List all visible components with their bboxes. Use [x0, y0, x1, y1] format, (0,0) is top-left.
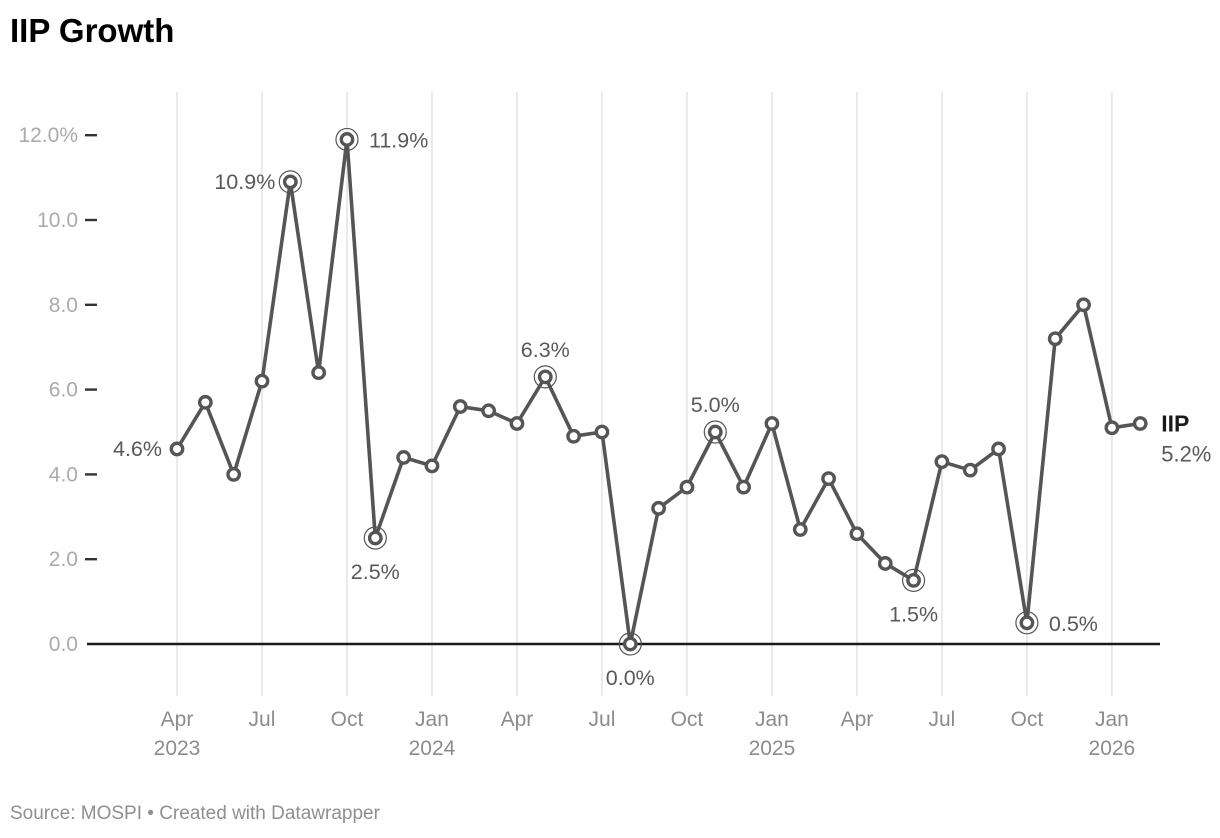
data-point-ring: [335, 127, 359, 152]
data-label: 4.6%: [113, 437, 162, 461]
x-tick-year-label: 2026: [1089, 737, 1136, 760]
data-point-ring: [901, 568, 926, 593]
data-label: 6.3%: [521, 338, 570, 362]
data-point-ring: [278, 170, 302, 194]
data-point-ring: [533, 365, 557, 389]
chart-title: IIP Growth: [10, 12, 175, 49]
x-tick-label: Jan: [1095, 708, 1129, 731]
data-point[interactable]: [396, 450, 412, 465]
series-label: IIP: [1161, 411, 1189, 437]
data-label: 2.5%: [351, 560, 400, 584]
data-point[interactable]: [962, 462, 978, 478]
data-point[interactable]: [282, 174, 298, 190]
data-point[interactable]: [877, 556, 893, 571]
data-point[interactable]: [311, 365, 327, 381]
y-tick-label: 8.0: [49, 294, 78, 317]
data-point[interactable]: [537, 369, 553, 385]
data-label: 5.0%: [691, 393, 740, 417]
data-point[interactable]: [169, 441, 185, 457]
data-point[interactable]: [906, 573, 921, 588]
data-point[interactable]: [622, 636, 638, 652]
data-point[interactable]: [226, 466, 242, 482]
x-tick-label: Apr: [841, 708, 874, 731]
data-label: 11.9%: [369, 128, 428, 152]
data-point[interactable]: [821, 471, 836, 487]
x-tick-label: Oct: [1011, 708, 1044, 731]
x-tick-label: Jan: [755, 708, 789, 731]
data-point[interactable]: [339, 132, 355, 147]
data-point-ring: [618, 632, 642, 656]
data-point[interactable]: [1104, 420, 1120, 436]
data-point[interactable]: [707, 424, 723, 440]
data-point[interactable]: [679, 479, 695, 495]
y-tick-label: 12.0%: [18, 124, 78, 147]
data-point[interactable]: [1132, 416, 1148, 431]
data-point-ring: [703, 420, 727, 444]
y-tick-label: 4.0: [49, 463, 78, 486]
x-tick-label: Apr: [501, 708, 534, 731]
data-point[interactable]: [481, 403, 497, 419]
data-point[interactable]: [594, 424, 610, 440]
data-point[interactable]: [197, 394, 213, 410]
trend-line: [175, 137, 1142, 646]
source-note: Source: MOSPI • Created with Datawrapper: [10, 803, 380, 824]
iip-growth-line-chart: 12.0% 10.0 8.0 6.0 4.0 2.0 0.0 4.6% 10.9% 11.9% 2.…: [18, 92, 1211, 760]
x-tick-label: Jan: [415, 708, 449, 731]
x-tick-year-label: 2024: [409, 737, 456, 760]
x-tick-label: Oct: [671, 708, 704, 731]
data-point[interactable]: [651, 500, 667, 516]
x-tick-label: Jul: [589, 708, 616, 731]
data-point[interactable]: [452, 399, 468, 414]
data-point[interactable]: [764, 416, 780, 431]
data-point[interactable]: [424, 458, 440, 474]
x-tick-label: Oct: [331, 708, 364, 731]
data-label: 0.5%: [1049, 612, 1098, 636]
x-tick-label: Apr: [161, 708, 194, 731]
data-point-ring: [1015, 611, 1039, 635]
y-tick-label: 6.0: [49, 379, 78, 402]
x-tick-label: Jul: [928, 708, 955, 731]
data-point[interactable]: [566, 428, 582, 444]
data-point[interactable]: [934, 454, 950, 470]
y-tick-label: 0.0: [49, 633, 78, 656]
data-point[interactable]: [509, 416, 525, 431]
x-tick-label: Jul: [249, 708, 276, 731]
data-point[interactable]: [991, 441, 1006, 457]
data-point[interactable]: [1019, 615, 1035, 631]
data-point[interactable]: [792, 522, 808, 537]
series-value-label: 5.2%: [1161, 442, 1211, 467]
y-tick-label: 10.0: [37, 209, 78, 232]
data-point[interactable]: [254, 373, 270, 389]
data-point-ring: [363, 526, 387, 550]
x-tick-year-label: 2023: [154, 737, 201, 760]
data-point[interactable]: [736, 479, 751, 495]
data-point[interactable]: [367, 530, 383, 546]
data-label: 1.5%: [889, 602, 938, 626]
x-tick-year-label: 2025: [749, 737, 796, 760]
data-point[interactable]: [849, 526, 865, 542]
data-label: 0.0%: [606, 666, 655, 690]
y-tick-label: 2.0: [49, 548, 78, 571]
data-point[interactable]: [1047, 331, 1063, 347]
data-point[interactable]: [1076, 297, 1091, 313]
data-label: 10.9%: [214, 170, 275, 194]
